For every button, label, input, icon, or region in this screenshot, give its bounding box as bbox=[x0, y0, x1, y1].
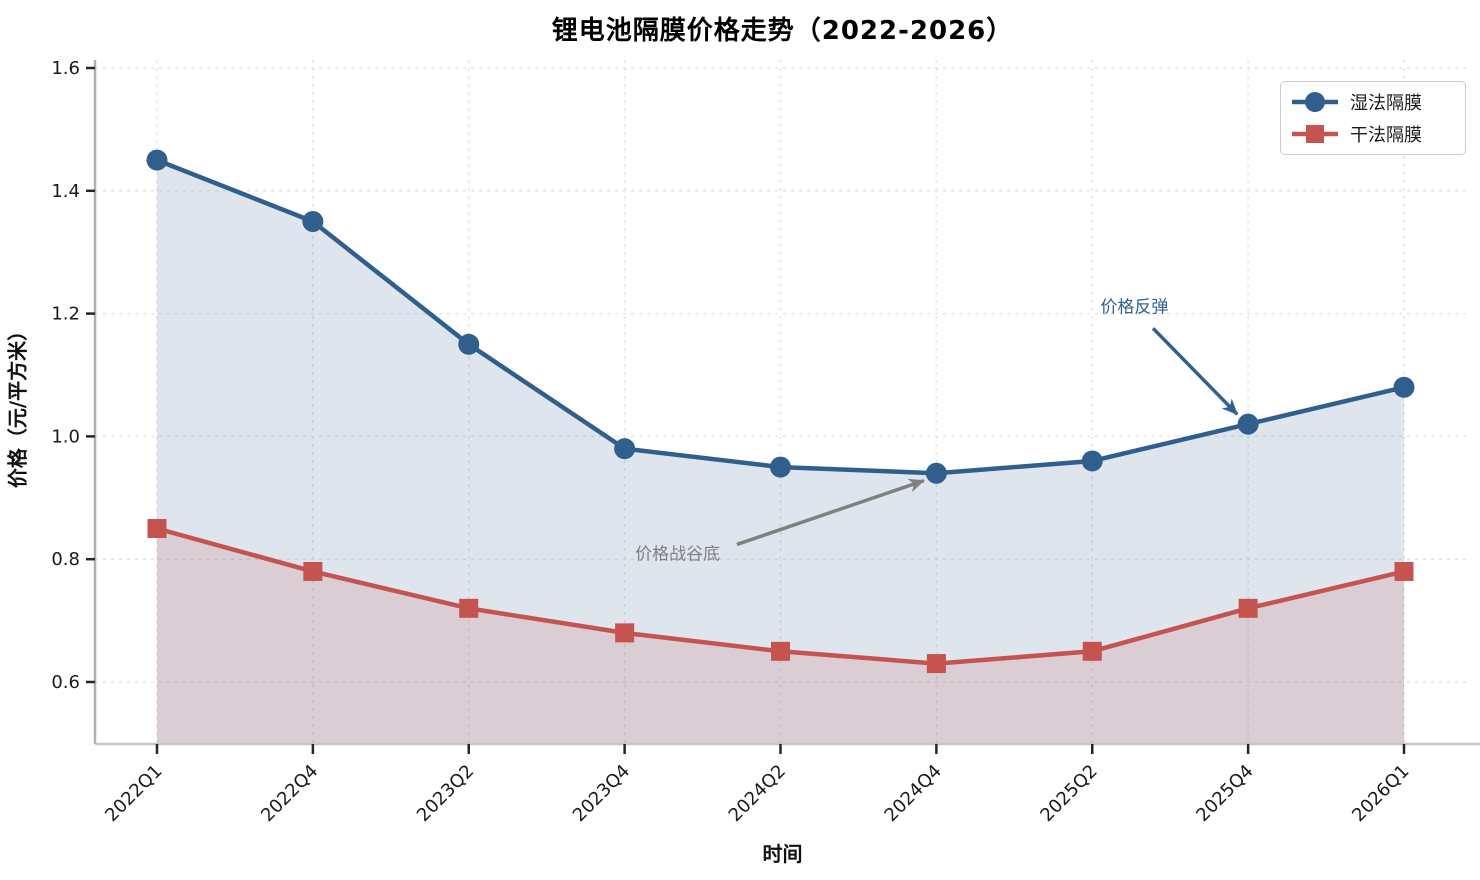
data-point-circle bbox=[614, 438, 636, 460]
annotation-price-rebound: 价格反弹 bbox=[1100, 297, 1169, 318]
annotation-arrow-0 bbox=[736, 478, 925, 547]
x-tick-label: 2025Q2 bbox=[1036, 761, 1101, 826]
data-point-circle bbox=[1393, 376, 1415, 398]
data-point-square bbox=[459, 598, 479, 618]
legend: 湿法隔膜 干法隔膜 bbox=[1280, 81, 1466, 155]
legend-label-dry: 干法隔膜 bbox=[1350, 124, 1422, 146]
data-point-square bbox=[771, 641, 790, 661]
data-point-circle bbox=[925, 462, 947, 484]
data-point-square bbox=[147, 519, 167, 538]
x-axis-title: 时间 bbox=[762, 842, 803, 866]
y-tick-label: 1.6 bbox=[51, 58, 80, 79]
annotation-arrow-1 bbox=[1151, 327, 1239, 416]
legend-line-circle-swatch bbox=[1292, 92, 1338, 113]
annotation-price-war-bottom: 价格战谷底 bbox=[635, 544, 721, 565]
data-point-square bbox=[1238, 598, 1258, 618]
x-tick-label: 2022Q1 bbox=[101, 761, 166, 826]
data-point-square bbox=[615, 623, 635, 643]
data-point-square bbox=[926, 654, 946, 674]
y-tick-label: 1.0 bbox=[51, 426, 80, 447]
y-tick-label: 0.6 bbox=[51, 672, 80, 693]
y-tick-label: 1.2 bbox=[51, 304, 80, 325]
x-tick-label: 2023Q2 bbox=[413, 761, 478, 826]
data-point-circle bbox=[302, 211, 324, 232]
y-tick-label: 0.8 bbox=[51, 549, 80, 570]
data-point-square bbox=[1394, 561, 1414, 581]
x-tick-label: 2023Q4 bbox=[569, 761, 634, 826]
x-tick-label: 2025Q4 bbox=[1192, 761, 1257, 826]
x-tick-label: 2026Q1 bbox=[1348, 761, 1413, 826]
y-tick-label: 1.4 bbox=[51, 181, 80, 202]
area-fill-1 bbox=[157, 528, 1404, 744]
data-point-circle bbox=[770, 456, 791, 478]
legend-label-wet: 湿法隔膜 bbox=[1350, 93, 1422, 115]
chart-title: 锂电池隔膜价格走势（2022-2026） bbox=[551, 16, 1014, 46]
x-tick-label: 2024Q2 bbox=[725, 761, 790, 826]
x-tick-label: 2024Q4 bbox=[881, 761, 946, 826]
data-point-square bbox=[303, 561, 323, 581]
data-point-circle bbox=[1237, 413, 1259, 435]
legend-line-square-swatch bbox=[1292, 124, 1338, 143]
y-axis-title: 价格（元/平方米） bbox=[5, 320, 30, 489]
data-point-square bbox=[1082, 641, 1102, 661]
data-point-circle bbox=[458, 333, 480, 355]
area-fill-0 bbox=[157, 160, 1404, 745]
data-point-circle bbox=[1081, 450, 1103, 472]
legend-item-wet: 湿法隔膜 bbox=[1289, 89, 1457, 115]
x-tick-label: 2022Q4 bbox=[257, 761, 322, 826]
legend-item-dry: 干法隔膜 bbox=[1289, 121, 1457, 147]
data-point-circle bbox=[146, 149, 168, 171]
